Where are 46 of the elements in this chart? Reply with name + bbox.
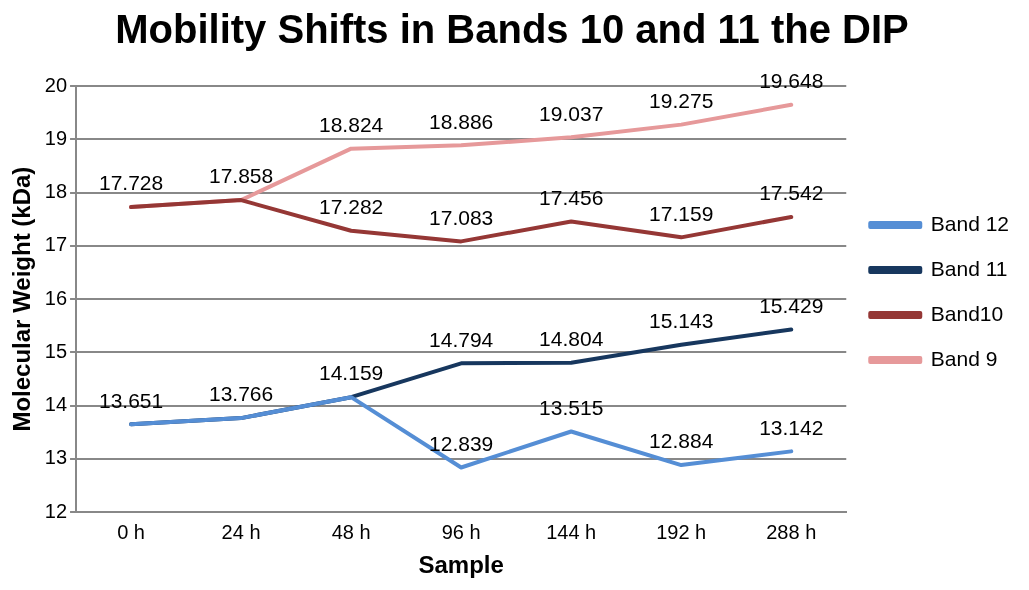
y-tick-label: 20 xyxy=(44,73,68,96)
y-tick-label: 15 xyxy=(44,339,68,362)
chart-title: Mobility Shifts in Bands 10 and 11 the DIP xyxy=(115,7,909,52)
y-tick-label: 17 xyxy=(44,233,68,256)
data-label: 19.037 xyxy=(539,101,604,125)
data-label: 14.804 xyxy=(539,327,604,351)
data-label: 13.651 xyxy=(98,388,164,412)
data-label: 19.275 xyxy=(649,88,714,112)
y-tick-label: 18 xyxy=(44,180,68,203)
x-tick-label: 24 h xyxy=(221,520,261,543)
y-tick-label: 16 xyxy=(44,286,68,309)
x-tick-label: 192 h xyxy=(656,520,707,543)
legend-label: Band 9 xyxy=(930,346,998,370)
y-tick-label: 12 xyxy=(44,499,68,522)
y-tick-label: 19 xyxy=(44,126,68,149)
data-label: 17.858 xyxy=(208,164,274,188)
legend-label: Band 12 xyxy=(930,211,1010,235)
data-label: 12.839 xyxy=(429,431,494,455)
data-label: 12.884 xyxy=(649,429,714,453)
data-label: 13.766 xyxy=(208,382,274,406)
data-label: 14.794 xyxy=(429,327,494,351)
data-label: 17.282 xyxy=(319,195,384,219)
x-axis-title: Sample xyxy=(418,551,504,579)
data-label: 19.648 xyxy=(759,69,824,93)
x-tick-label: 0 h xyxy=(117,520,145,543)
x-tick-label: 288 h xyxy=(766,520,817,543)
data-label: 15.143 xyxy=(649,309,714,333)
data-label: 17.083 xyxy=(429,205,494,229)
data-label: 14.159 xyxy=(319,361,384,385)
x-tick-label: 96 h xyxy=(441,520,481,543)
data-label: 13.515 xyxy=(539,395,604,419)
y-tick-label: 14 xyxy=(44,393,68,416)
x-tick-label: 48 h xyxy=(331,520,371,543)
y-axis-title: Molecular Weight (kDa) xyxy=(8,166,36,432)
legend-label: Band 11 xyxy=(930,256,1008,280)
data-label: 15.429 xyxy=(759,293,824,317)
data-label: 13.142 xyxy=(759,415,824,439)
data-label: 17.159 xyxy=(649,201,714,225)
y-tick-label: 13 xyxy=(44,446,68,469)
data-label: 17.456 xyxy=(539,185,604,209)
legend-label: Band10 xyxy=(930,301,1004,325)
data-label: 18.824 xyxy=(319,112,384,136)
data-label: 17.542 xyxy=(759,181,824,205)
x-tick-label: 144 h xyxy=(546,520,597,543)
data-label: 18.886 xyxy=(429,109,494,133)
data-label: 17.728 xyxy=(98,171,164,195)
